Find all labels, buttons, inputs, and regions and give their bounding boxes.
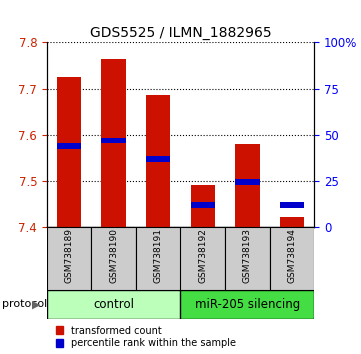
- Bar: [191, 185, 215, 227]
- Bar: [136, 227, 180, 290]
- Bar: [235, 179, 260, 185]
- Text: GSM738193: GSM738193: [243, 228, 252, 283]
- Bar: [146, 96, 170, 227]
- Text: ▶: ▶: [32, 299, 40, 309]
- Bar: [91, 227, 136, 290]
- Bar: [279, 217, 304, 227]
- Bar: [47, 290, 180, 319]
- Text: GSM738190: GSM738190: [109, 228, 118, 283]
- Text: GSM738192: GSM738192: [198, 228, 207, 283]
- Bar: [235, 144, 260, 227]
- Text: GSM738194: GSM738194: [287, 228, 296, 283]
- Bar: [180, 290, 314, 319]
- Bar: [180, 227, 225, 290]
- Text: GSM738191: GSM738191: [154, 228, 163, 283]
- Bar: [225, 227, 270, 290]
- Bar: [101, 59, 126, 227]
- Bar: [57, 77, 82, 227]
- Text: control: control: [93, 298, 134, 311]
- Bar: [57, 143, 82, 149]
- Bar: [101, 137, 126, 143]
- Text: GSM738189: GSM738189: [65, 228, 74, 283]
- Title: GDS5525 / ILMN_1882965: GDS5525 / ILMN_1882965: [90, 26, 271, 40]
- Legend: transformed count, percentile rank within the sample: transformed count, percentile rank withi…: [52, 322, 240, 352]
- Bar: [191, 202, 215, 208]
- Text: miR-205 silencing: miR-205 silencing: [195, 298, 300, 311]
- Bar: [270, 227, 314, 290]
- Text: protocol: protocol: [2, 299, 47, 309]
- Bar: [47, 227, 91, 290]
- Bar: [146, 156, 170, 162]
- Bar: [279, 202, 304, 208]
